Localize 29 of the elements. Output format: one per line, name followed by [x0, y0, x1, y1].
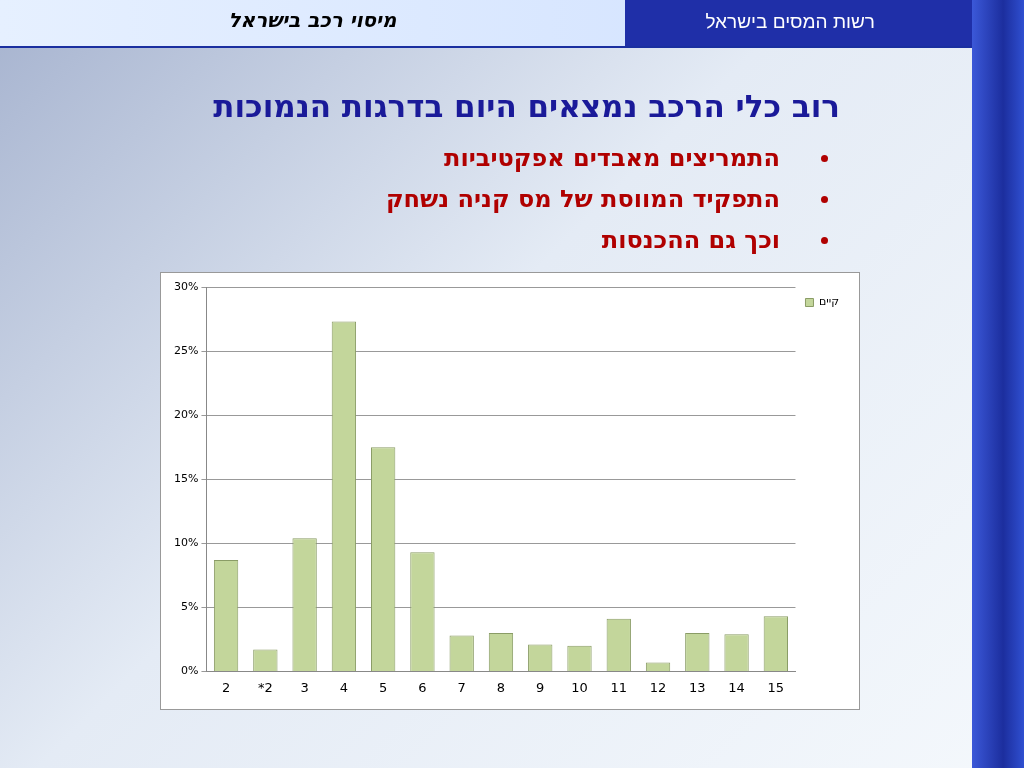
x-tick-label: 10	[571, 679, 588, 695]
text: התמריצים מאבדים אפקטיביות	[443, 143, 781, 174]
text: התפקיד המווסת של מס קניה נשחק	[384, 184, 781, 215]
chart-title: רוב כלי הרכב נמצאים היום בדרגות הנמוכות	[212, 88, 840, 124]
x-tick-label: 9	[536, 679, 545, 695]
y-tick-label: 25%	[174, 343, 199, 357]
x-tick-label: 4	[339, 679, 349, 695]
x-tick-label: 2	[221, 679, 231, 695]
x-tick-label: 12	[649, 679, 667, 695]
x-tick-label: 13	[689, 679, 706, 695]
text: וכך גם ההכנסות	[600, 225, 781, 256]
x-tick-label: 3	[300, 679, 309, 695]
text: רשות המסים בישראל	[704, 11, 875, 33]
x-tick-label: 14	[728, 679, 745, 695]
x-tick-label: 11	[610, 679, 628, 695]
x-tick-label: 15	[767, 679, 785, 695]
x-tick-label: 6	[418, 679, 427, 695]
x-tick-label: 8	[496, 679, 506, 695]
y-tick-label: 20%	[174, 407, 199, 421]
y-tick-label: 15%	[174, 472, 199, 486]
y-tick-label: 0%	[181, 664, 199, 678]
x-tick-label: 7	[457, 679, 466, 695]
legend-label: קיים	[818, 295, 840, 309]
text: מיסוי רכב בישראל	[227, 8, 398, 32]
y-tick-label: 5%	[181, 600, 199, 614]
y-tick-label: 10%	[174, 536, 199, 550]
x-tick-label: *2	[257, 679, 273, 695]
x-tick-label: 5	[379, 679, 388, 695]
y-tick-label: 30%	[174, 279, 199, 293]
